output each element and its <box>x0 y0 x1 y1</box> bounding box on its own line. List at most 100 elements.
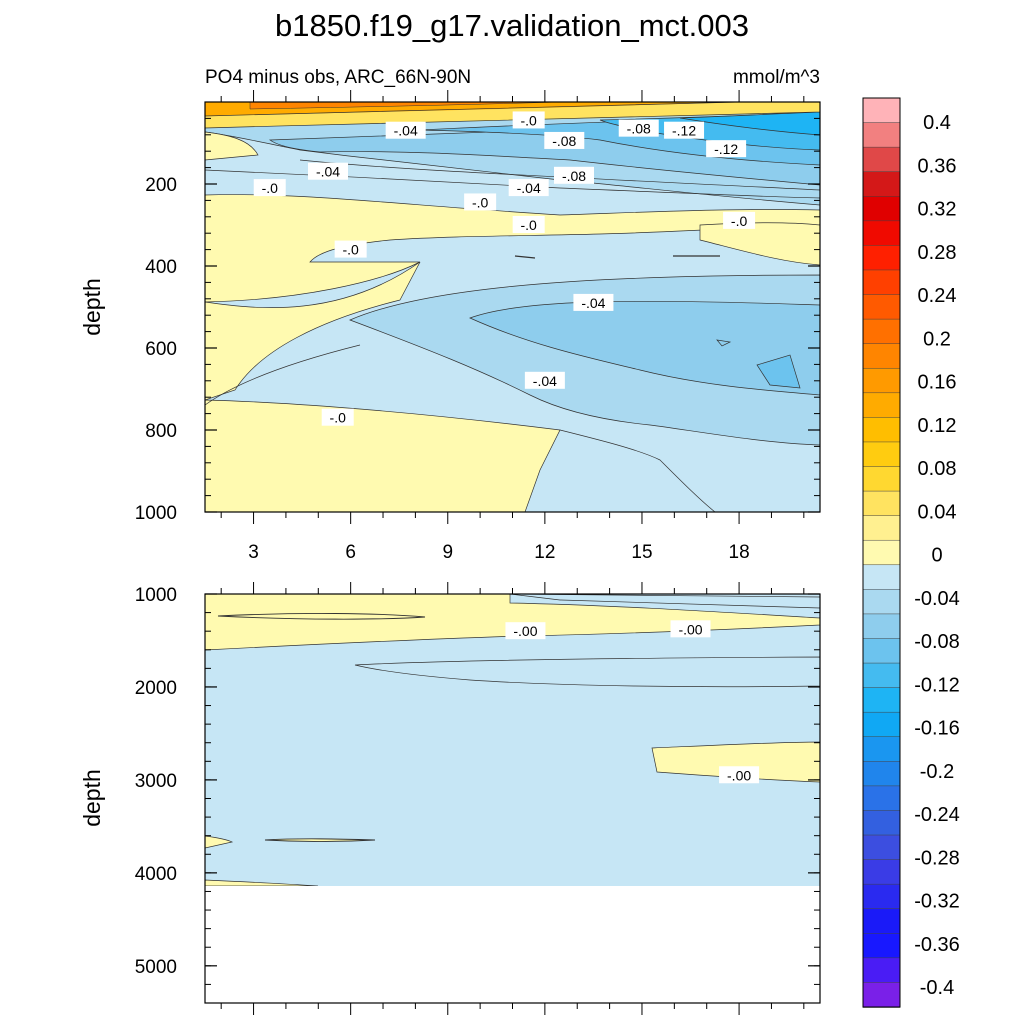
x-tick-label: 3 <box>248 542 259 563</box>
contour-label: -.04 <box>394 123 418 139</box>
colorbar-label: 0.12 <box>918 415 957 437</box>
contour-label: -.0 <box>262 180 279 196</box>
colorbar-label: -0.36 <box>914 934 960 956</box>
colorbar-swatch <box>862 515 901 541</box>
colorbar-swatch <box>862 957 901 984</box>
colorbar-swatch <box>862 343 901 369</box>
colorbar-swatch <box>862 613 901 640</box>
colorbar-swatch <box>862 490 901 517</box>
contour-label-bg <box>618 119 659 137</box>
top-y-axis-label: depth <box>79 278 105 336</box>
colorbar-swatch <box>862 662 901 689</box>
contour-label-bg <box>385 121 426 139</box>
colorbar-label: -0.32 <box>914 891 960 913</box>
contour-label: -.0 <box>521 217 538 233</box>
contour-label: -.00 <box>727 767 751 783</box>
contour-label-bg <box>253 179 286 197</box>
colorbar-swatch <box>862 834 901 861</box>
colorbar-swatch <box>862 220 901 247</box>
contour-label-bg <box>670 620 711 638</box>
colorbar-swatch <box>862 785 901 812</box>
top-contour-labels: -.04 -.0 -.08 -.08 -.12 -.12 -.04 -.08 -.04 -.0 -.… <box>253 111 756 426</box>
colorbar-swatch <box>862 933 901 959</box>
colorbar-swatch <box>862 539 901 566</box>
contour-label-bg <box>664 121 705 139</box>
colorbar-swatch <box>862 294 901 320</box>
bottom-x-ticks <box>220 582 805 1015</box>
x-tick-label: 18 <box>729 542 750 563</box>
top-x-ticks: 3 6 9 12 15 18 <box>220 90 805 563</box>
colorbar-swatch <box>862 908 901 935</box>
colorbar-label: -0.28 <box>914 847 960 869</box>
contour-label-bg <box>505 622 546 640</box>
colorbar-swatch <box>862 269 901 296</box>
contour-label-bg <box>706 140 747 158</box>
x-tick-label: 12 <box>534 542 555 563</box>
colorbar-swatch <box>862 392 901 419</box>
contour-label-bg <box>508 179 549 197</box>
contour-label: -.08 <box>562 168 586 184</box>
contour-label: -.00 <box>678 621 702 637</box>
colorbar-swatch <box>862 638 901 664</box>
bottom-y-ticks: 1000 2000 3000 4000 5000 <box>135 585 820 1004</box>
y-tick-label: 1000 <box>135 503 177 524</box>
colorbar: 0.4 0.36 0.32 0.28 0.24 0.2 0.16 0.12 0.08 0.04 0 -… <box>862 97 960 1008</box>
x-tick-label: 15 <box>631 542 652 563</box>
colorbar-swatch <box>862 883 901 910</box>
colorbar-label: -0.04 <box>914 588 960 610</box>
contour-label-bg <box>308 162 348 180</box>
colorbar-swatch <box>862 761 901 787</box>
colorbar-swatch <box>862 982 901 1008</box>
contour-label: -.0 <box>330 410 347 426</box>
y-tick-label: 400 <box>145 257 177 278</box>
contour-label: -.08 <box>552 133 576 149</box>
contour-label: -.12 <box>672 123 696 139</box>
colorbar-label: 0.08 <box>918 458 957 480</box>
contour-label: -.00 <box>513 623 537 639</box>
contour-label: -.08 <box>627 121 651 137</box>
y-tick-label: 5000 <box>135 957 177 978</box>
contour-label-bg <box>524 371 565 389</box>
x-tick-label: 6 <box>345 542 356 563</box>
colorbar-swatch <box>862 564 901 591</box>
contour-label-bg <box>512 111 545 129</box>
bottom-y-axis-label: depth <box>79 769 105 827</box>
contour-label-bg <box>573 293 614 311</box>
contour-label: -.04 <box>533 373 557 389</box>
colorbar-swatch <box>862 466 901 492</box>
colorbar-swatch <box>862 736 901 763</box>
chart-title: b1850.f19_g17.validation_mct.003 <box>275 8 749 43</box>
colorbar-swatch <box>862 245 901 271</box>
x-tick-label: 9 <box>442 542 453 563</box>
colorbar-label: 0.04 <box>918 501 957 523</box>
contour-label-bg <box>512 216 545 233</box>
colorbar-label: -0.4 <box>920 977 954 999</box>
y-tick-label: 2000 <box>135 678 177 699</box>
colorbar-swatch <box>862 417 901 443</box>
contour-label: -.0 <box>342 242 359 258</box>
contour-label-bg <box>554 166 594 184</box>
y-tick-label: 800 <box>145 421 177 442</box>
colorbar-label: 0.4 <box>923 112 951 134</box>
colorbar-label: 0.16 <box>918 372 957 394</box>
colorbar-swatch <box>862 146 901 173</box>
colorbar-swatch <box>862 810 901 836</box>
top-contour-fill <box>205 102 820 512</box>
contour-label-bg <box>723 211 756 229</box>
colorbar-frame <box>862 97 901 1008</box>
colorbar-swatch <box>862 196 901 222</box>
contour-label-bg <box>321 408 354 426</box>
colorbar-label: -0.24 <box>914 804 960 826</box>
y-tick-label: 4000 <box>135 864 177 885</box>
colorbar-label: 0.28 <box>918 242 957 264</box>
colorbar-label: 0.36 <box>918 155 957 177</box>
contour-label-bg <box>334 240 367 258</box>
units-label: mmol/m^3 <box>733 67 820 88</box>
colorbar-swatch <box>862 318 901 345</box>
colorbar-label: 0.32 <box>918 199 957 221</box>
contour-label: -.0 <box>731 213 748 229</box>
chart-subtitle: PO4 minus obs, ARC_66N-90N <box>205 67 471 88</box>
contour-label: -.12 <box>714 141 738 157</box>
